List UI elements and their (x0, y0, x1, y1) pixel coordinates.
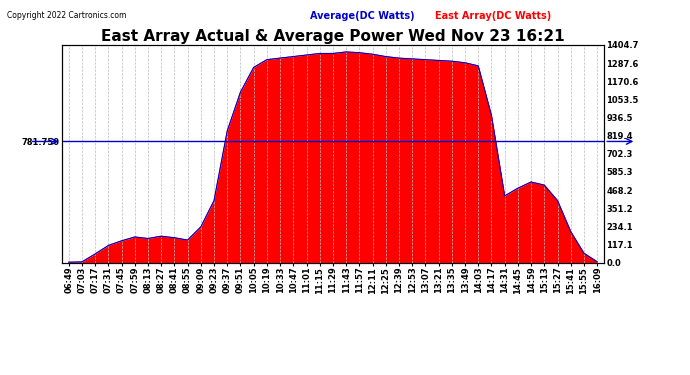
Title: East Array Actual & Average Power Wed Nov 23 16:21: East Array Actual & Average Power Wed No… (101, 29, 564, 44)
Text: East Array(DC Watts): East Array(DC Watts) (435, 11, 551, 21)
Text: Average(DC Watts): Average(DC Watts) (310, 11, 415, 21)
Text: Copyright 2022 Cartronics.com: Copyright 2022 Cartronics.com (7, 11, 126, 20)
